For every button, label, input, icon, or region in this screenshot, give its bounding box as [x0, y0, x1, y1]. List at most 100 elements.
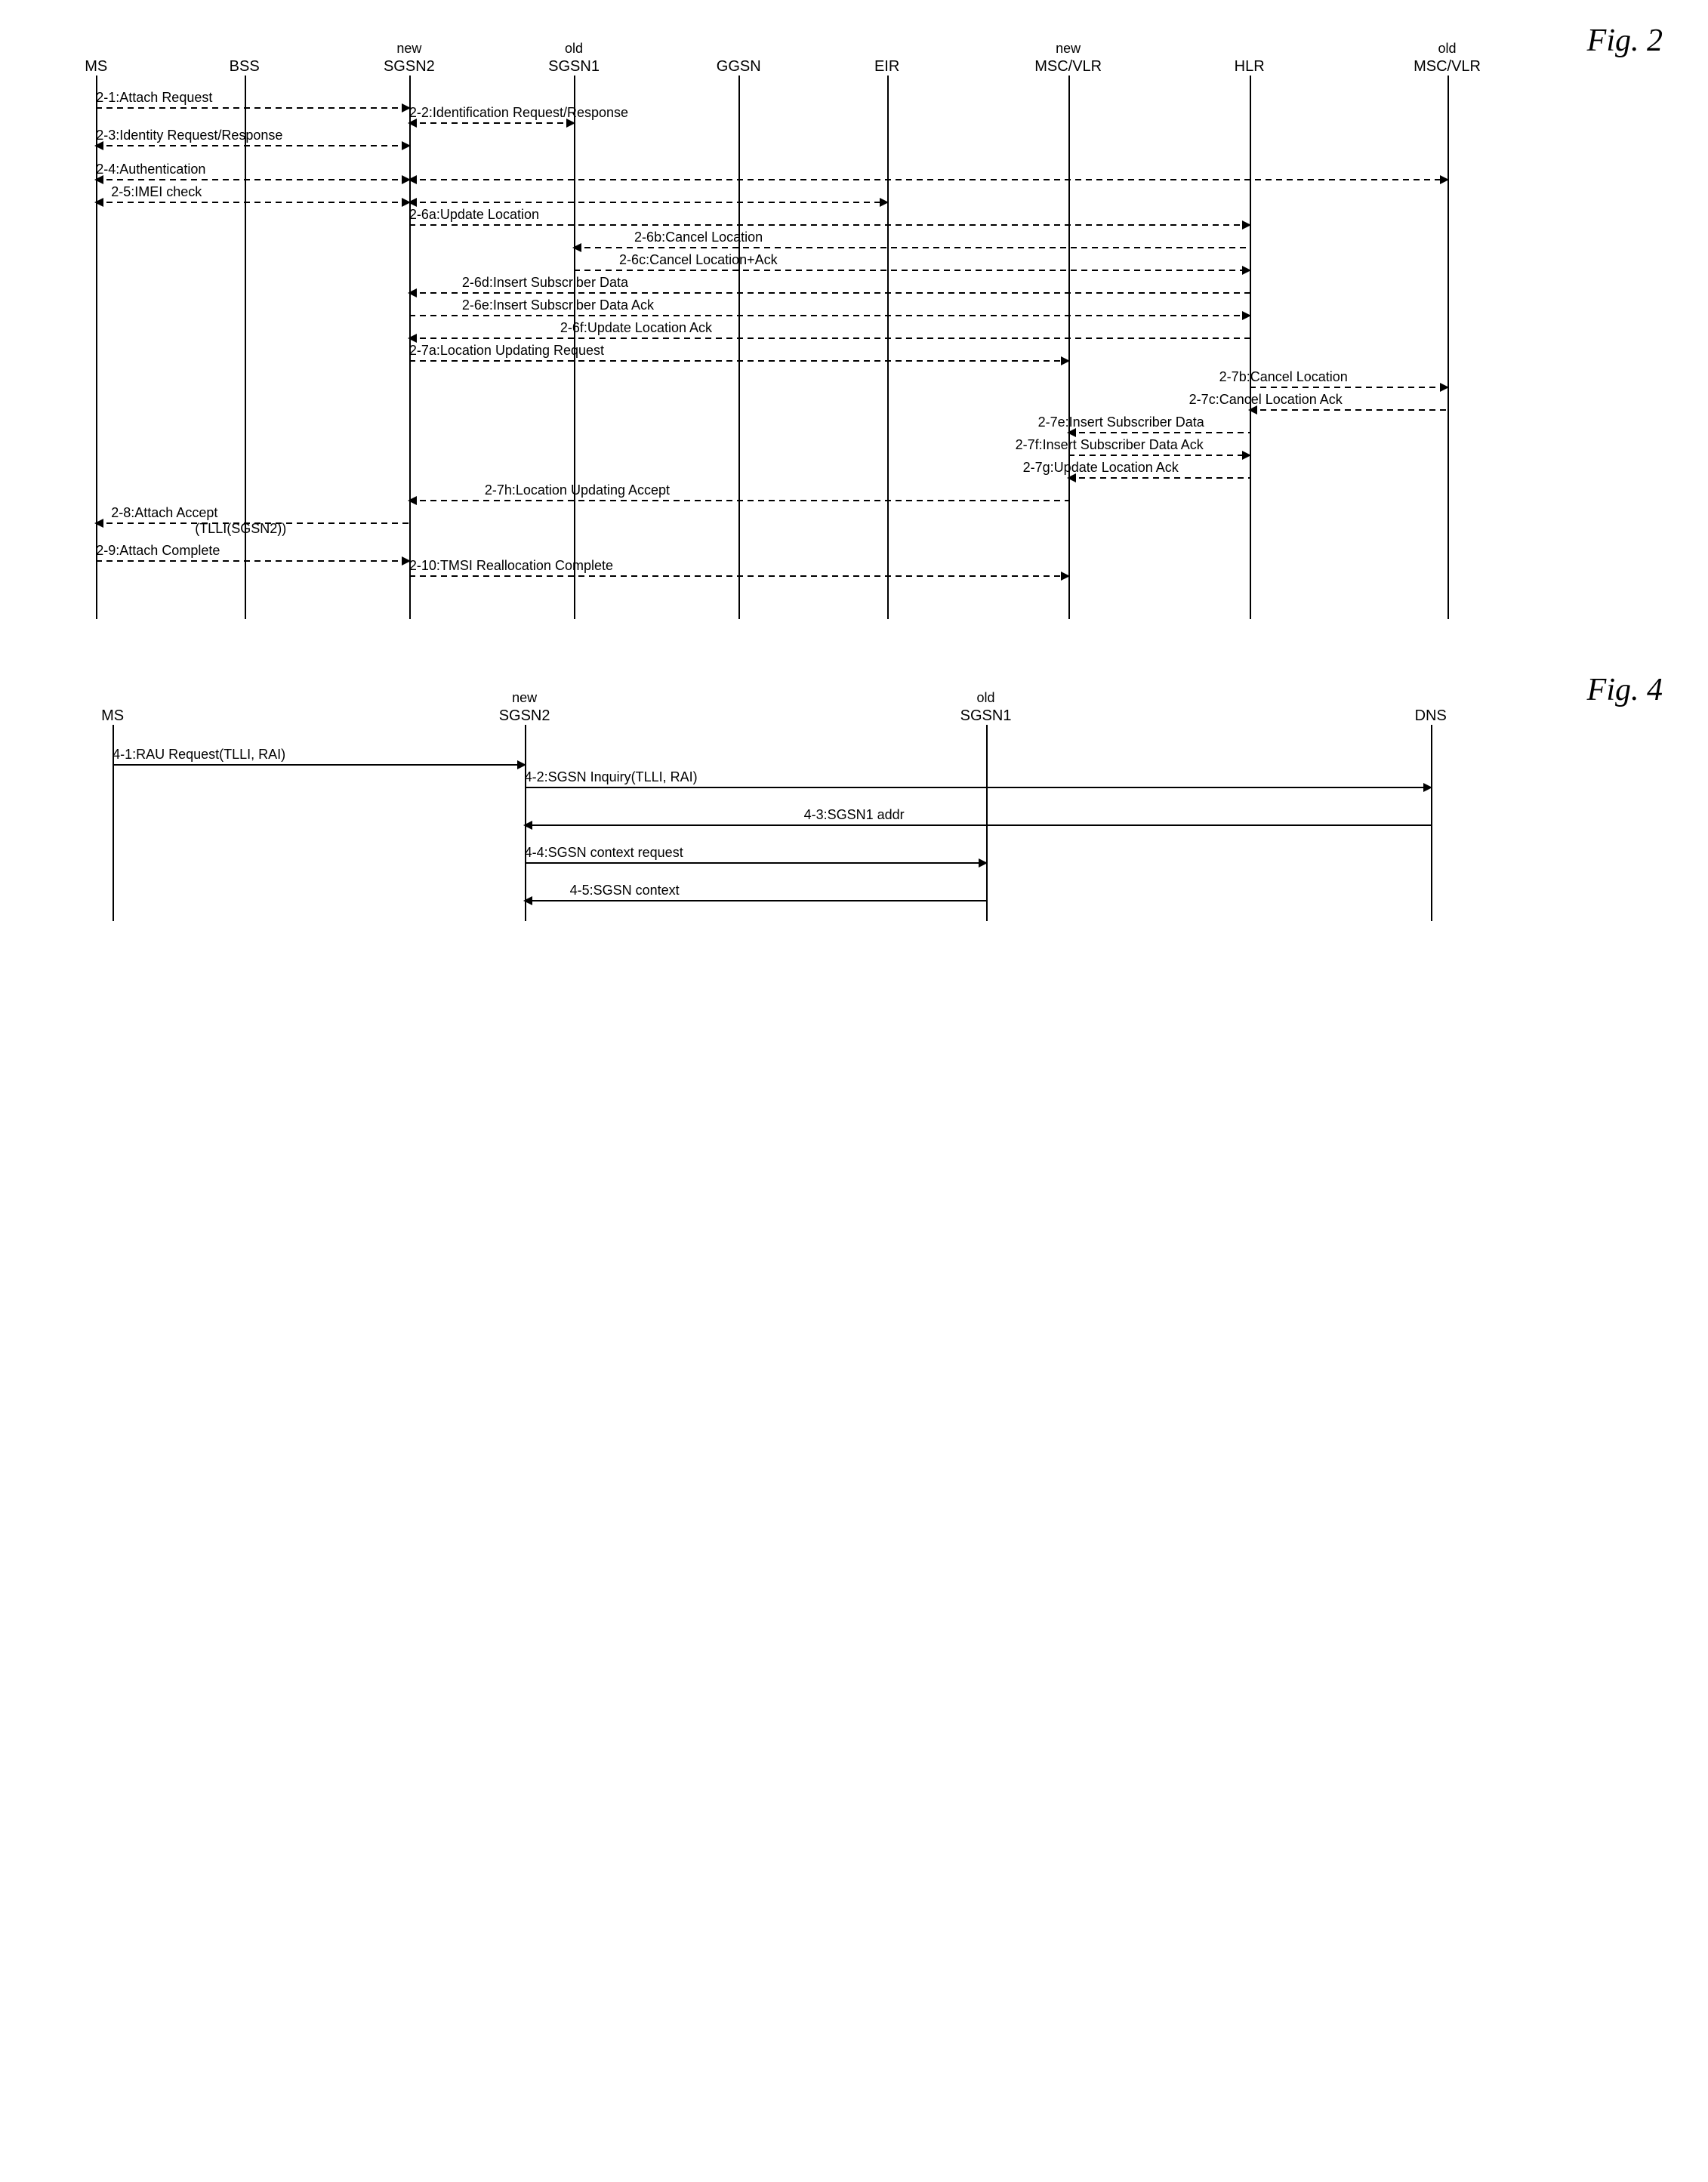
message-fig2-22: 2-10:TMSI Reallocation Complete [409, 559, 1068, 577]
extra-label-fig2-0: (TLLI(SGSN2)) [195, 521, 286, 537]
message-fig2-3: 2-4:Authentication [96, 162, 409, 180]
message-line-fig2-3 [96, 179, 409, 180]
message-line-fig2-19 [409, 500, 1068, 501]
lifeline-mainlabel-ggsn: GGSN [717, 58, 761, 75]
lifeline-label-dns: DNS [1415, 707, 1447, 725]
message-fig2-16: 2-7e:Insert Subscriber Data [1068, 415, 1250, 433]
message-label-fig2-20: 2-8:Attach Accept [111, 505, 217, 521]
message-line-fig2-13 [409, 360, 1068, 362]
lifeline-label-sgsn1: oldSGSN1 [960, 690, 1012, 725]
message-fig4-1: 4-2:SGSN Inquiry(TLLI, RAI) [525, 770, 1431, 788]
figure-4-container: Fig. 4 MSnewSGSN2oldSGSN1DNS 4-1:RAU Req… [30, 680, 1678, 921]
message-line-fig2-9 [574, 270, 1250, 271]
message-fig2-21: 2-9:Attach Complete [96, 544, 409, 562]
lifeline-toplabel-mscvlr1: old [1414, 41, 1481, 57]
lifeline-label-mscvlr1: oldMSC/VLR [1414, 41, 1481, 76]
lifeline-label-sgsn2: newSGSN2 [499, 690, 550, 725]
message-label-fig2-1: 2-2:Identification Request/Response [409, 105, 628, 121]
lifeline-mainlabel-ms: MS [85, 58, 107, 75]
message-line-fig4-4 [525, 900, 986, 901]
lifeline-mainlabel-bss: BSS [230, 58, 260, 75]
message-fig4-3: 4-4:SGSN context request [525, 846, 986, 864]
message-label-fig4-2: 4-3:SGSN1 addr [804, 807, 905, 823]
message-label-fig2-15: 2-7c:Cancel Location Ack [1189, 392, 1343, 408]
message-fig2-11: 2-6e:Insert Subscriber Data Ack [409, 298, 1250, 316]
message-fig4-0: 4-1:RAU Request(TLLI, RAI) [113, 747, 525, 766]
lifeline-label-hlr: HLR [1235, 57, 1265, 76]
lifeline-mainlabel-sgsn1: SGSN1 [960, 707, 1012, 724]
message-fig2-10: 2-6d:Insert Subscriber Data [409, 276, 1250, 294]
message-fig2-4 [409, 162, 1447, 180]
message-label-fig2-3: 2-4:Authentication [96, 162, 205, 177]
lifeline-labels-fig2: MSBSSnewSGSN2oldSGSN1GGSNEIRnewMSC/VLRHL… [30, 30, 1678, 76]
figure-2-container: Fig. 2 MSBSSnewSGSN2oldSGSN1GGSNEIRnewMS… [30, 30, 1678, 619]
lifeline-mainlabel-dns: DNS [1415, 707, 1447, 724]
message-fig2-15: 2-7c:Cancel Location Ack [1250, 393, 1447, 411]
message-label-fig2-22: 2-10:TMSI Reallocation Complete [409, 558, 613, 574]
lifeline-mainlabel-eir: EIR [874, 58, 899, 75]
message-fig4-4: 4-5:SGSN context [525, 883, 986, 901]
lifelines-fig4: 4-1:RAU Request(TLLI, RAI) 4-2:SGSN Inqui… [30, 725, 1678, 921]
lifeline-label-ms: MS [101, 707, 124, 725]
lifeline-hlr [1250, 76, 1251, 619]
message-fig2-5: 2-5:IMEI check [96, 185, 409, 203]
message-line-fig4-3 [525, 862, 986, 864]
message-line-fig2-5 [96, 202, 409, 203]
lifeline-labels-fig4: MS newSGSN2 oldSGSN1 DNS [30, 680, 1678, 725]
message-line-fig2-17 [1068, 455, 1250, 456]
message-label-fig2-13: 2-7a:Location Updating Request [409, 343, 604, 359]
message-line-fig2-10 [409, 292, 1250, 294]
message-line-fig2-11 [409, 315, 1250, 316]
lifeline-mainlabel-mscvlr1: MSC/VLR [1414, 58, 1481, 75]
lifeline-mainlabel-sgsn2: SGSN2 [384, 58, 435, 75]
message-label-fig2-14: 2-7b:Cancel Location [1219, 369, 1348, 385]
message-fig2-6 [409, 185, 887, 203]
message-line-fig2-7 [409, 224, 1250, 226]
message-label-fig4-1: 4-2:SGSN Inquiry(TLLI, RAI) [525, 769, 698, 785]
message-label-fig2-17: 2-7f:Insert Subscriber Data Ack [1016, 437, 1204, 453]
message-label-fig4-4: 4-5:SGSN context [570, 883, 680, 898]
lifeline-label-eir: EIR [874, 57, 899, 76]
lifeline-mscvlr1 [1447, 76, 1449, 619]
lifeline-mainlabel-mscvlr2: MSC/VLR [1034, 58, 1102, 75]
message-fig2-2: 2-3:Identity Request/Response [96, 128, 409, 146]
message-fig2-9: 2-6c:Cancel Location+Ack [574, 253, 1250, 271]
message-label-fig2-0: 2-1:Attach Request [96, 90, 212, 106]
message-label-fig2-16: 2-7e:Insert Subscriber Data [1038, 415, 1204, 430]
message-label-fig2-18: 2-7g:Update Location Ack [1023, 460, 1179, 476]
lifeline-mainlabel-hlr: HLR [1235, 58, 1265, 75]
message-fig2-8: 2-6b:Cancel Location [574, 230, 1250, 248]
message-label-fig2-10: 2-6d:Insert Subscriber Data [462, 275, 628, 291]
lifeline-toplabel-sgsn1: old [548, 41, 600, 57]
message-line-fig2-0 [96, 107, 409, 109]
message-line-fig2-12 [409, 337, 1250, 339]
message-line-fig4-2 [525, 824, 1431, 826]
message-fig2-12: 2-6f:Update Location Ack [409, 321, 1250, 339]
lifeline-label-bss: BSS [230, 57, 260, 76]
sequence-diagram-fig4: MS newSGSN2 oldSGSN1 DNS 4-1:RAU Request(TL… [30, 680, 1678, 921]
lifeline-ms [96, 76, 97, 619]
lifeline-mscvlr2 [1068, 76, 1070, 619]
message-label-fig2-8: 2-6b:Cancel Location [634, 230, 763, 245]
lifelines-fig2: 2-1:Attach Request 2-2:Identification Req… [30, 76, 1678, 619]
message-line-fig2-14 [1250, 387, 1447, 388]
message-label-fig2-12: 2-6f:Update Location Ack [560, 320, 712, 336]
message-label-fig2-2: 2-3:Identity Request/Response [96, 128, 282, 143]
message-line-fig2-4 [409, 179, 1447, 180]
lifeline-dns [1431, 725, 1432, 921]
message-line-fig2-22 [409, 575, 1068, 577]
message-fig2-14: 2-7b:Cancel Location [1250, 370, 1447, 388]
lifeline-label-sgsn2: newSGSN2 [384, 41, 435, 76]
message-line-fig2-2 [96, 145, 409, 146]
message-fig2-7: 2-6a:Update Location [409, 208, 1250, 226]
message-line-fig2-1 [409, 122, 574, 124]
message-label-fig4-0: 4-1:RAU Request(TLLI, RAI) [113, 747, 285, 763]
message-line-fig2-18 [1068, 477, 1250, 479]
lifeline-mainlabel-sgsn1: SGSN1 [548, 58, 600, 75]
message-label-fig2-7: 2-6a:Update Location [409, 207, 539, 223]
message-fig2-19: 2-7h:Location Updating Accept [409, 483, 1068, 501]
message-fig2-18: 2-7g:Update Location Ack [1068, 461, 1250, 479]
lifeline-label-ggsn: GGSN [717, 57, 761, 76]
message-line-fig2-8 [574, 247, 1250, 248]
message-line-fig2-15 [1250, 409, 1447, 411]
